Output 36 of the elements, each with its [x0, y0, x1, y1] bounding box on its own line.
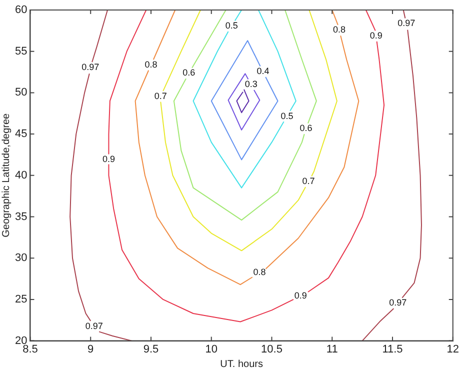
- x-tick-label: 11: [326, 343, 338, 356]
- x-tick-label: 8.5: [22, 343, 38, 356]
- y-tick-label: 50: [14, 86, 28, 99]
- series-label: 0.8: [144, 60, 158, 70]
- series-label: 0.97: [389, 298, 407, 308]
- x-tick-label: 12: [446, 343, 460, 356]
- x-tick-label: 9.5: [143, 343, 159, 356]
- y-tick-label: 60: [14, 4, 28, 16]
- series-label: 0.7: [302, 176, 315, 186]
- series-label: 0.5: [225, 20, 238, 31]
- series-label: 0.97: [85, 320, 103, 331]
- series-label: 0.6: [182, 68, 196, 78]
- x-tick-label: 10: [205, 343, 218, 356]
- y-axis-title: Geographic Latitude,degree: [0, 112, 12, 238]
- series-label: 0.7: [154, 90, 167, 101]
- series-label: 0.5: [280, 110, 294, 121]
- y-tick-label: 25: [14, 293, 28, 306]
- y-tick-label: 40: [14, 169, 28, 182]
- y-tick-label: 35: [14, 210, 28, 223]
- y-tick-label: 45: [14, 128, 28, 140]
- series-label: 0.4: [256, 66, 270, 76]
- series-label: 0.3: [244, 79, 258, 90]
- series-label: 0.97: [82, 62, 100, 72]
- series-label: 0.9: [370, 30, 382, 40]
- x-tick-label: 11.5: [382, 343, 403, 356]
- series-label: 0.9: [102, 154, 115, 164]
- y-tick-label: 30: [14, 252, 28, 264]
- x-axis-title: UT. hours: [220, 358, 263, 370]
- series-label: 0.6: [300, 123, 312, 134]
- y-tick-label: 55: [14, 45, 28, 58]
- series-label: 0.9: [294, 290, 307, 300]
- x-tick-label: 9: [88, 343, 94, 356]
- series-label: 0.8: [253, 267, 266, 278]
- series-label: 0.97: [398, 18, 416, 28]
- x-tick-label: 10.5: [261, 343, 282, 356]
- series-label: 0.8: [332, 24, 346, 35]
